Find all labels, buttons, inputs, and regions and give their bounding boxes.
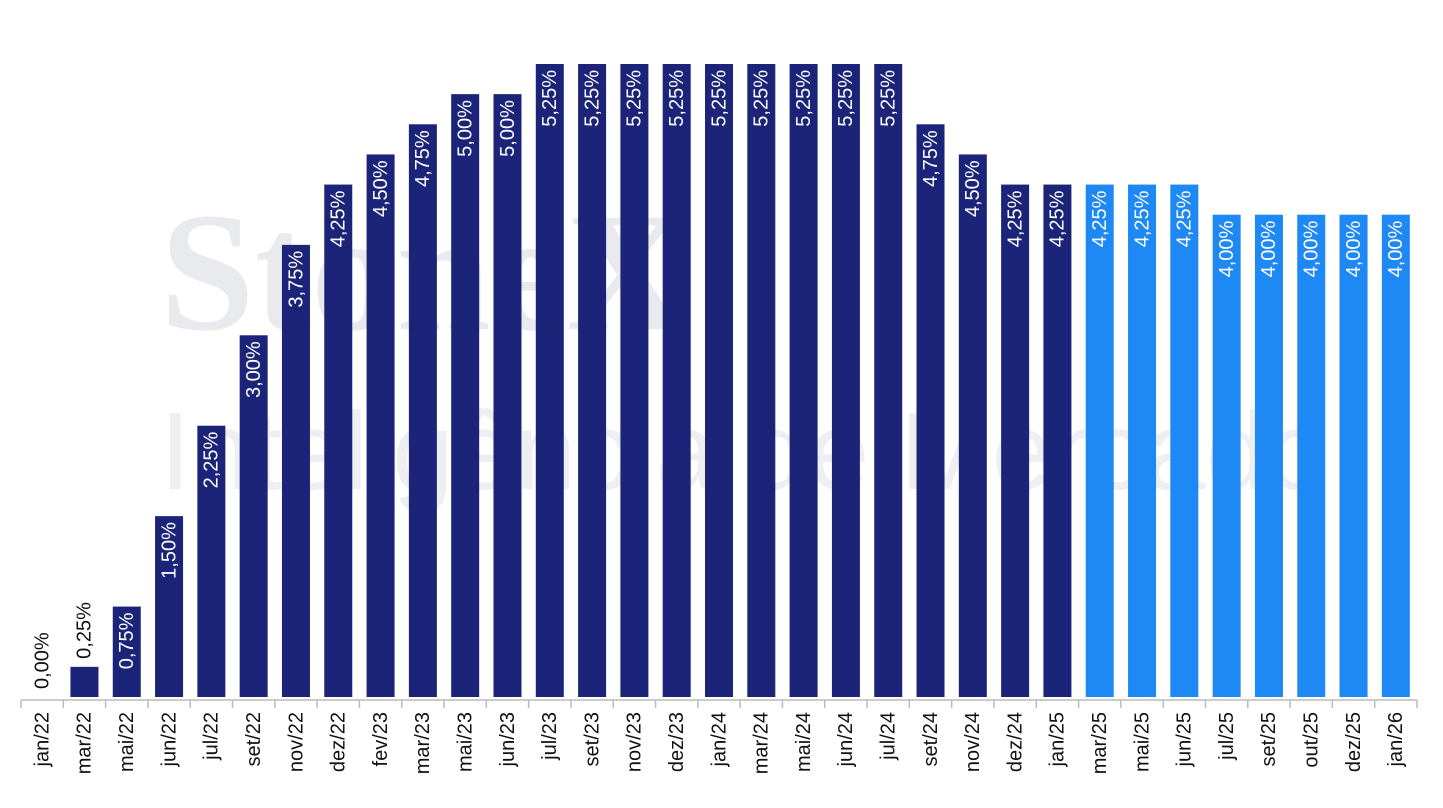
value-label: 4,25%: [328, 190, 350, 247]
x-tick-label: set/23: [581, 712, 603, 766]
value-label: 4,25%: [1047, 190, 1069, 247]
bar: [578, 64, 607, 697]
value-label: 4,25%: [1004, 190, 1026, 247]
bar: [493, 94, 522, 697]
bar: [70, 666, 99, 697]
bar: [747, 64, 776, 697]
x-tick-label: jun/25: [1174, 712, 1196, 768]
x-tick-label: mai/25: [1131, 712, 1153, 772]
value-label: 4,00%: [1385, 221, 1407, 278]
x-tick-label: mai/22: [116, 712, 138, 772]
value-label: 5,25%: [581, 70, 603, 127]
x-tick-label: fev/23: [370, 712, 392, 766]
value-label: 4,25%: [1174, 190, 1196, 247]
value-label: 4,75%: [920, 130, 942, 187]
value-label: 4,00%: [1343, 221, 1365, 278]
bar: [1297, 214, 1326, 697]
bar: [112, 606, 141, 697]
value-label: 3,00%: [243, 341, 265, 398]
x-tick-label: out/25: [1301, 712, 1323, 768]
value-label: 5,00%: [497, 100, 519, 157]
bar: [874, 64, 903, 697]
x-tick-label: jul/22: [201, 712, 223, 761]
x-tick-label: mai/24: [793, 712, 815, 772]
value-label: 1,50%: [158, 522, 180, 579]
x-tick-label: nov/23: [624, 712, 646, 772]
value-label: 5,25%: [877, 70, 899, 127]
x-tick-label: set/24: [920, 712, 942, 766]
x-tick-label: set/25: [1258, 712, 1280, 766]
x-tick-label: nov/24: [962, 712, 984, 772]
bar: [1001, 184, 1030, 698]
value-label: 0,25%: [74, 602, 96, 659]
bar: [662, 64, 691, 697]
bar: [789, 64, 818, 697]
value-label: 0,00%: [31, 632, 53, 689]
x-tick-label: jul/24: [877, 712, 899, 761]
bar: [1085, 184, 1114, 698]
x-tick-label: jul/23: [539, 712, 561, 761]
x-tick-label: mai/23: [454, 712, 476, 772]
x-tick-label: jan/24: [708, 712, 730, 768]
value-label: 5,25%: [624, 70, 646, 127]
bar: [1170, 184, 1199, 698]
bar: [324, 184, 353, 698]
x-tick-label: mar/25: [1089, 712, 1111, 774]
value-label: 3,75%: [285, 251, 307, 308]
value-label: 5,25%: [793, 70, 815, 127]
value-label: 5,25%: [539, 70, 561, 127]
x-tick-label: jan/26: [1385, 712, 1407, 768]
x-tick-label: mar/23: [412, 712, 434, 774]
value-label: 4,25%: [1131, 190, 1153, 247]
bar: [408, 124, 437, 698]
x-tick-label: mar/22: [74, 712, 96, 774]
bar: [1381, 214, 1410, 697]
x-tick-label: dez/23: [666, 712, 688, 772]
x-tick-label: jun/23: [497, 712, 519, 768]
bar: [958, 154, 987, 697]
value-label: 0,75%: [116, 612, 138, 669]
bar: [1212, 214, 1241, 697]
value-label: 4,50%: [370, 160, 392, 217]
value-label: 5,25%: [666, 70, 688, 127]
value-label: 4,75%: [412, 130, 434, 187]
value-label: 4,00%: [1258, 221, 1280, 278]
value-label: 5,25%: [835, 70, 857, 127]
bar: [281, 244, 310, 697]
bar: [620, 64, 649, 697]
value-label: 4,50%: [962, 160, 984, 217]
bar: [1043, 184, 1072, 698]
bar: [1254, 214, 1283, 697]
bar: [155, 516, 184, 697]
value-label: 4,25%: [1089, 190, 1111, 247]
x-tick-label: dez/25: [1343, 712, 1365, 772]
bar: [705, 64, 733, 697]
x-tick-label: set/22: [243, 712, 265, 766]
value-label: 5,25%: [708, 70, 730, 127]
x-tick-label: dez/24: [1004, 712, 1026, 772]
bar: [239, 335, 268, 697]
value-label: 5,25%: [751, 70, 773, 127]
value-label: 4,00%: [1216, 221, 1238, 278]
bar: [451, 94, 480, 697]
x-tick-label: jun/24: [835, 712, 857, 768]
x-tick-label: jan/22: [31, 712, 53, 768]
value-label: 5,00%: [454, 100, 476, 157]
bar: [366, 154, 395, 697]
x-tick-label: mar/24: [751, 712, 773, 774]
value-label: 4,00%: [1301, 221, 1323, 278]
bar: [1339, 214, 1368, 697]
bar: [916, 124, 945, 698]
x-tick-label: jun/22: [158, 712, 180, 768]
x-tick-label: jul/25: [1216, 712, 1238, 761]
x-tick-label: dez/22: [328, 712, 350, 772]
bar: [831, 64, 860, 697]
value-label: 2,25%: [201, 432, 223, 489]
bar: [197, 425, 226, 697]
bar: [1128, 184, 1157, 698]
x-tick-label: nov/22: [285, 712, 307, 772]
bar: [535, 64, 564, 697]
x-tick-label: jan/25: [1047, 712, 1069, 768]
